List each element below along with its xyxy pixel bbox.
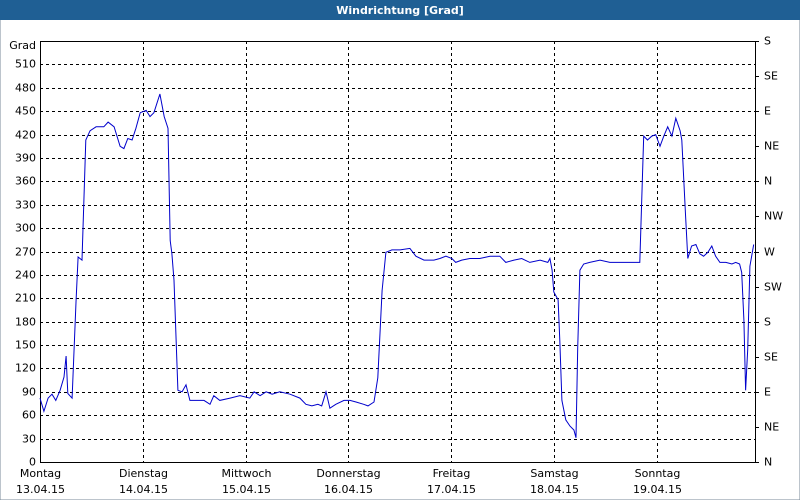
x-tick-label: 17.04.15 (427, 483, 476, 496)
y2-tick-label: NW (764, 210, 783, 223)
y2-tick-label: W (764, 246, 775, 259)
y2-tick-label: S (764, 316, 771, 329)
y-axis-label: Grad (9, 39, 36, 52)
y-tick-label: 60 (22, 409, 36, 422)
title-bar (0, 0, 800, 20)
x-tick-label: Donnerstag (316, 467, 380, 480)
x-tick-label: Mittwoch (222, 467, 272, 480)
y-tick-label: 480 (15, 82, 36, 95)
y2-tick-label: NE (764, 421, 779, 434)
y-tick-label: 510 (15, 58, 36, 71)
y2-tick-label: S (764, 35, 771, 48)
x-tick-label: 15.04.15 (222, 483, 271, 496)
y-tick-label: 210 (15, 292, 36, 305)
y2-tick-label: E (764, 386, 771, 399)
y2-tick-label: SW (764, 281, 782, 294)
y-tick-label: 360 (15, 175, 36, 188)
y-tick-label: 300 (15, 222, 36, 235)
y2-tick-label: NE (764, 140, 779, 153)
x-tick-label: 19.04.15 (633, 483, 682, 496)
x-tick-label: 18.04.15 (530, 483, 579, 496)
y-tick-label: 120 (15, 362, 36, 375)
y-tick-label: 390 (15, 152, 36, 165)
y2-tick-label: SE (764, 70, 778, 83)
y-tick-label: 150 (15, 339, 36, 352)
chart-title: Windrichtung [Grad] (336, 4, 464, 17)
y-tick-label: 0 (29, 456, 36, 469)
y-tick-label: 180 (15, 316, 36, 329)
y2-tick-label: SE (764, 351, 778, 364)
x-tick-label: Freitag (433, 467, 471, 480)
x-tick-label: 13.04.15 (16, 483, 65, 496)
data-line (39, 93, 755, 438)
y-tick-label: 30 (22, 433, 36, 446)
plot-border (40, 41, 756, 463)
x-tick-label: 14.04.15 (119, 483, 168, 496)
y2-tick-label: E (764, 105, 771, 118)
y2-tick-label: N (764, 456, 772, 469)
x-tick-label: Montag (20, 467, 61, 480)
x-tick-label: 16.04.15 (324, 483, 373, 496)
y-tick-label: 450 (15, 105, 36, 118)
x-tick-label: Dienstag (119, 467, 168, 480)
y-tick-label: 270 (15, 246, 36, 259)
y-tick-label: 330 (15, 199, 36, 212)
x-tick-label: Sonntag (635, 467, 681, 480)
y-tick-label: 240 (15, 269, 36, 282)
y-tick-label: 420 (15, 129, 36, 142)
y2-tick-label: N (764, 175, 772, 188)
y-tick-label: 90 (22, 386, 36, 399)
x-tick-label: Samstag (530, 467, 578, 480)
